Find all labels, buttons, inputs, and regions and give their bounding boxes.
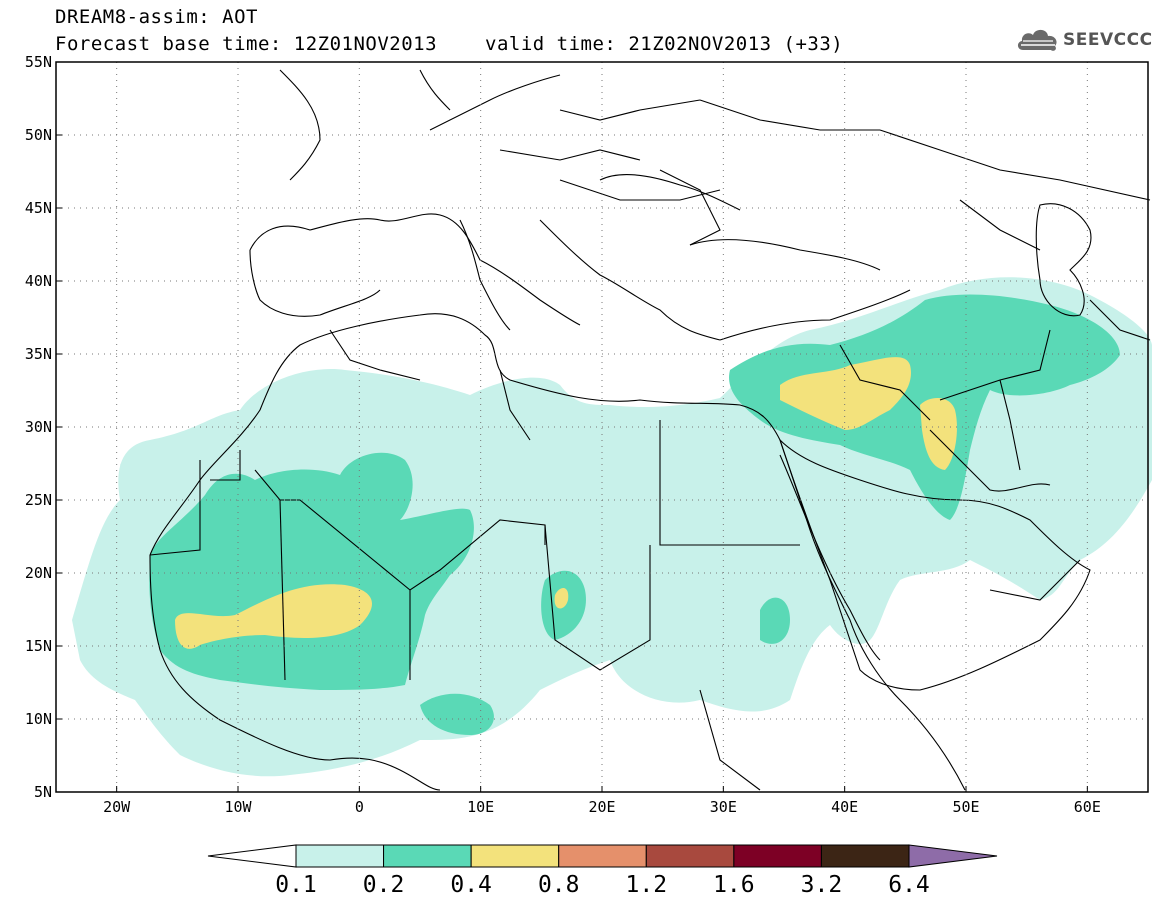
lat-tick-label: 5N — [34, 783, 52, 801]
valid-time: valid time: 21Z02NOV2013 (+33) — [485, 33, 844, 55]
time-info: Forecast base time: 12Z01NOV2013 valid ti… — [55, 33, 843, 55]
coastlines-borders — [149, 69, 1151, 791]
map-title: DREAM8-assim: AOT — [55, 6, 258, 28]
lon-tick-label: 40E — [831, 798, 858, 816]
lat-tick-label: 25N — [25, 491, 52, 509]
axis-labels: 20W 10W 0 10E 20E 30E 40E 50E 60E 5N 10N 15N 20N 25N 3… — [25, 53, 1101, 816]
lon-tick-label: 60E — [1074, 798, 1101, 816]
colorbar-low-arrow — [207, 844, 297, 868]
colorbar-box — [383, 844, 472, 868]
aot-band-high — [175, 357, 957, 649]
lon-tick-label: 20E — [588, 798, 615, 816]
colorbar-label: 0.8 — [538, 872, 580, 898]
logo-text: SEEVCCC — [1063, 30, 1153, 50]
colorbar-label: 0.2 — [363, 872, 405, 898]
colorbar-label: 6.4 — [888, 872, 930, 898]
colorbar-box — [295, 844, 385, 868]
colorbar-label: 3.2 — [801, 872, 843, 898]
colorbar-label: 0.4 — [450, 872, 492, 898]
lat-tick-label: 45N — [25, 199, 52, 217]
colorbar: 0.1 0.2 0.4 0.8 1.2 1.6 3.2 6.4 — [207, 844, 998, 898]
colorbar-box — [470, 844, 560, 868]
lat-tick-label: 20N — [25, 564, 52, 582]
colorbar-box — [645, 844, 735, 868]
colorbar-box — [558, 844, 647, 868]
colorbar-box — [733, 844, 822, 868]
lat-tick-label: 10N — [25, 710, 52, 728]
lon-tick-label: 0 — [355, 798, 364, 816]
lon-tick-label: 50E — [952, 798, 979, 816]
colorbar-box — [820, 844, 910, 868]
colorbar-label: 0.1 — [275, 872, 317, 898]
lat-tick-label: 55N — [25, 53, 52, 71]
lat-tick-label: 50N — [25, 126, 52, 144]
colorbar-label: 1.6 — [713, 872, 755, 898]
forecast-base-time: Forecast base time: 12Z01NOV2013 — [55, 33, 438, 55]
lat-tick-label: 15N — [25, 637, 52, 655]
aot-shading — [72, 277, 1152, 777]
lon-tick-label: 20W — [103, 798, 131, 816]
lat-tick-label: 40N — [25, 272, 52, 290]
seevccc-logo: SEEVCCC — [1015, 24, 1153, 56]
lon-tick-label: 10E — [467, 798, 494, 816]
cloud-icon — [1017, 29, 1057, 51]
lon-tick-label: 10W — [224, 798, 252, 816]
lat-tick-label: 30N — [25, 418, 52, 436]
lat-tick-label: 35N — [25, 345, 52, 363]
lon-tick-label: 30E — [710, 798, 737, 816]
colorbar-label: 1.2 — [626, 872, 668, 898]
colorbar-high-arrow — [908, 844, 998, 868]
